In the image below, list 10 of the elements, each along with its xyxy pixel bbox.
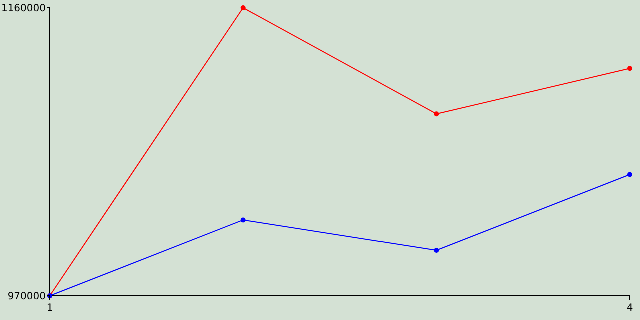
point [628,66,632,72]
point [240,218,246,223]
x-tick-label: 1 [46,303,54,314]
y-tick-label: 970000 [8,292,46,302]
x-tick-label: 4 [626,303,634,314]
point [434,248,440,254]
point [240,6,246,10]
point [628,172,632,178]
y-tick-label: 1160000 [1,4,46,14]
point [434,112,440,117]
